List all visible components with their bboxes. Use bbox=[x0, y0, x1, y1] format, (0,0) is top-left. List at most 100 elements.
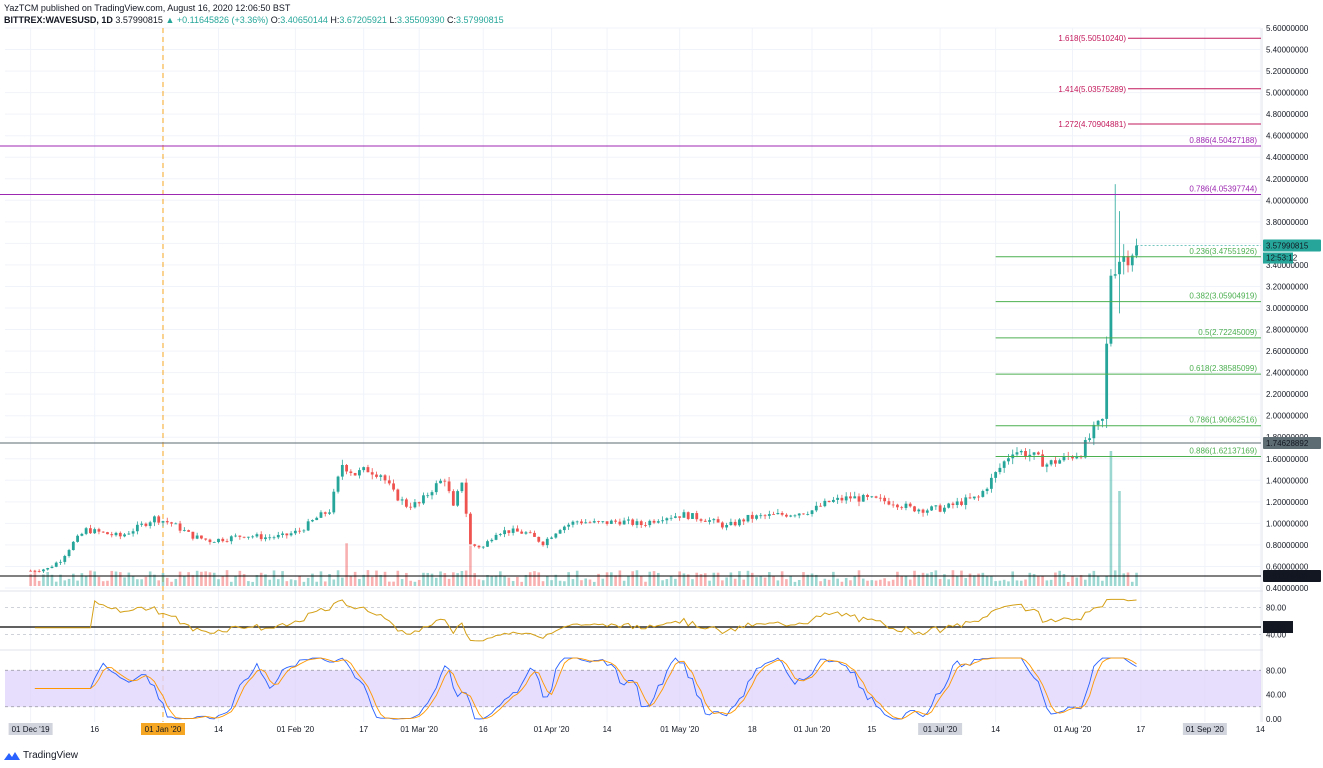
candle-body bbox=[358, 470, 361, 476]
candle-body bbox=[89, 528, 92, 534]
price-axis-label: 1.60000000 bbox=[1266, 455, 1309, 464]
candle-body bbox=[67, 550, 71, 557]
candle-body bbox=[857, 496, 861, 502]
candle-body bbox=[844, 496, 848, 501]
candle-body bbox=[1071, 456, 1074, 459]
symbol-label[interactable]: BITTREX:WAVESUSD, 1D bbox=[4, 15, 113, 25]
volume-bar bbox=[998, 580, 1002, 586]
price-axis-label: 1.00000000 bbox=[1266, 519, 1309, 528]
candle-body bbox=[430, 492, 434, 496]
candle-body bbox=[42, 569, 45, 572]
volume-bar bbox=[481, 580, 485, 586]
volume-bar bbox=[849, 580, 852, 586]
candle-body bbox=[353, 473, 357, 476]
volume-bar bbox=[516, 576, 519, 586]
time-axis-highlight bbox=[918, 723, 963, 735]
time-axis-label: 01 Jun '20 bbox=[794, 725, 831, 734]
volume-bar bbox=[42, 574, 45, 586]
volume-bar bbox=[67, 578, 71, 586]
candle-body bbox=[712, 519, 716, 521]
candle-body bbox=[157, 516, 161, 523]
candle-body bbox=[1041, 454, 1045, 467]
candle-body bbox=[319, 512, 323, 518]
candle-body bbox=[1045, 464, 1049, 467]
volume-bar bbox=[686, 574, 690, 586]
candle-body bbox=[716, 519, 720, 523]
candle-body bbox=[750, 514, 754, 519]
candle-body bbox=[417, 502, 421, 504]
candle-body bbox=[165, 521, 169, 523]
candle-body bbox=[900, 507, 904, 509]
candle-body bbox=[1032, 452, 1036, 455]
volume-bar bbox=[964, 578, 968, 586]
volume-bar bbox=[960, 570, 963, 586]
volume-bar bbox=[972, 575, 976, 586]
volume-bar bbox=[738, 571, 741, 586]
volume-bar bbox=[785, 579, 788, 586]
volume-bar bbox=[627, 576, 630, 586]
candle-body bbox=[101, 531, 105, 533]
last-price-tag-bg bbox=[1263, 239, 1321, 252]
volume-bar bbox=[499, 571, 502, 586]
candle-body bbox=[985, 488, 989, 492]
volume-bar bbox=[797, 579, 801, 586]
volume-bar bbox=[968, 573, 972, 586]
last-price-tag: 3.57990815 bbox=[1266, 242, 1309, 251]
volume-bar bbox=[883, 578, 886, 586]
candle-body bbox=[810, 510, 814, 515]
volume-bar bbox=[840, 581, 844, 586]
volume-bar bbox=[1105, 576, 1108, 586]
candle-body bbox=[652, 520, 656, 523]
volume-bar bbox=[494, 575, 498, 586]
candle-body bbox=[144, 523, 148, 526]
volume-bar bbox=[827, 579, 831, 586]
volume-bar bbox=[729, 572, 733, 586]
candle-body bbox=[340, 464, 344, 477]
candle-body bbox=[554, 533, 558, 538]
volume-bar bbox=[768, 572, 771, 586]
candle-body bbox=[46, 568, 50, 570]
volume-bar bbox=[1088, 573, 1091, 586]
volume-bar bbox=[742, 579, 746, 586]
volume-bar bbox=[1015, 580, 1019, 586]
volume-bar bbox=[1049, 579, 1053, 586]
volume-bar bbox=[341, 577, 344, 586]
candle-body bbox=[802, 513, 805, 515]
price-axis-label: 3.80000000 bbox=[1266, 218, 1309, 227]
candle-body bbox=[575, 521, 579, 523]
open-value: 3.40650144 bbox=[280, 15, 328, 25]
level-price-tag-bg bbox=[1263, 437, 1321, 450]
volume-bar bbox=[1122, 573, 1126, 586]
candle-body bbox=[93, 529, 97, 534]
price-axis-label: 4.20000000 bbox=[1266, 175, 1309, 184]
volume-bar bbox=[447, 578, 451, 586]
time-axis-label: 17 bbox=[359, 725, 368, 734]
candle-body bbox=[635, 521, 639, 525]
candle-body bbox=[1007, 458, 1010, 462]
time-axis-label: 14 bbox=[214, 725, 223, 734]
volume-bar bbox=[780, 571, 784, 586]
volume-bar bbox=[268, 579, 272, 586]
candle-body bbox=[434, 483, 438, 493]
candle-body bbox=[588, 522, 592, 524]
candle-body bbox=[925, 510, 929, 513]
candle-body bbox=[1075, 456, 1079, 459]
volume-bar bbox=[887, 581, 891, 586]
volume-bar bbox=[106, 580, 109, 586]
candle-body bbox=[592, 521, 596, 523]
volume-bar bbox=[434, 577, 438, 586]
volume-bar bbox=[563, 581, 566, 586]
volume-bar bbox=[588, 579, 592, 586]
candle-body bbox=[678, 516, 682, 518]
volume-bar bbox=[328, 573, 331, 586]
candle-body bbox=[883, 497, 887, 502]
volume-bar bbox=[1130, 581, 1134, 586]
volume-bar bbox=[981, 572, 985, 586]
candle-body bbox=[1062, 456, 1066, 461]
volume-bar bbox=[208, 572, 212, 586]
candle-body bbox=[451, 491, 455, 506]
candle-body bbox=[930, 506, 933, 511]
volume-bar bbox=[110, 570, 114, 586]
price-axis-label: 4.00000000 bbox=[1266, 196, 1309, 205]
